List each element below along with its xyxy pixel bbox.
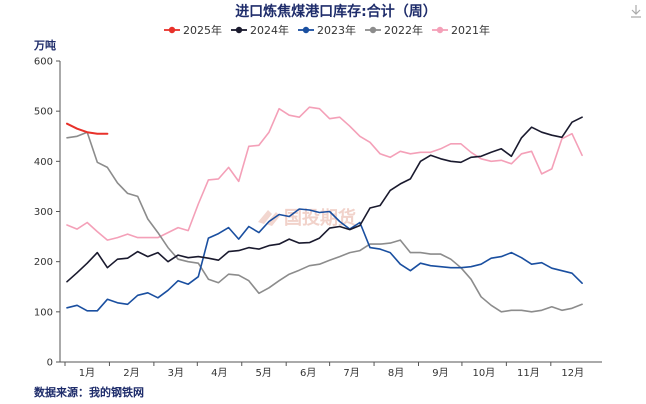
legend-label: 2022年 [384, 23, 423, 37]
x-tick-label: 5月 [256, 367, 272, 379]
x-tick-label: 7月 [343, 367, 359, 379]
series-line-2022年 [66, 131, 583, 313]
legend-label: 2024年 [250, 23, 289, 37]
legend-item[interactable]: 2023年 [298, 23, 356, 37]
x-tick-label: 12月 [561, 367, 584, 379]
y-tick-label: 300 [34, 207, 53, 218]
y-axis-unit: 万吨 [33, 38, 56, 52]
legend-label: 2023年 [317, 23, 356, 37]
x-tick-label: 9月 [432, 367, 448, 379]
legend-marker [302, 26, 310, 34]
legend-item[interactable]: 2025年 [164, 23, 222, 37]
legend-marker [436, 26, 444, 34]
y-tick-label: 0 [47, 358, 53, 369]
series-line-2023年 [66, 208, 583, 312]
download-icon[interactable] [631, 5, 641, 18]
legend-item[interactable]: 2024年 [231, 23, 289, 37]
legend: 2025年 2024年 2023年 2022年 2021年 [164, 23, 490, 37]
x-tick-label: 4月 [211, 367, 227, 379]
chart-title: 进口炼焦煤港口库存:合计（周） [235, 3, 437, 20]
y-tick-label: 100 [34, 307, 53, 318]
y-tick-label: 200 [34, 257, 53, 268]
x-tick-label: 3月 [168, 367, 184, 379]
axes: 0 100 200 300 400 500 600 1月 2月 3月 4月 5月 6月 7月 8月 9月 10月… [34, 57, 602, 379]
series-line-2025年 [66, 122, 109, 135]
y-tick-label: 400 [34, 157, 53, 168]
data-source: 数据来源：我的钢铁网 [34, 385, 144, 399]
x-tick-label: 11月 [517, 367, 540, 379]
y-tick-label: 600 [34, 57, 53, 68]
watermark-logo-icon [258, 210, 280, 226]
legend-item[interactable]: 2022年 [365, 23, 423, 37]
legend-marker [369, 26, 377, 34]
legend-marker [168, 26, 176, 34]
series-line-2024年 [66, 116, 583, 283]
legend-marker [235, 26, 243, 34]
x-tick-label: 8月 [388, 367, 404, 379]
legend-label: 2025年 [183, 23, 222, 37]
series-line-2021年 [66, 106, 583, 241]
x-tick-label: 6月 [300, 367, 316, 379]
x-tick-label: 10月 [473, 367, 496, 379]
legend-item[interactable]: 2021年 [432, 23, 490, 37]
series-lines [66, 106, 583, 313]
x-tick-label: 1月 [79, 367, 95, 379]
watermark-text: 国投期货 [284, 207, 356, 229]
x-tick-label: 2月 [123, 367, 139, 379]
legend-label: 2021年 [451, 23, 490, 37]
y-tick-label: 500 [34, 107, 53, 118]
